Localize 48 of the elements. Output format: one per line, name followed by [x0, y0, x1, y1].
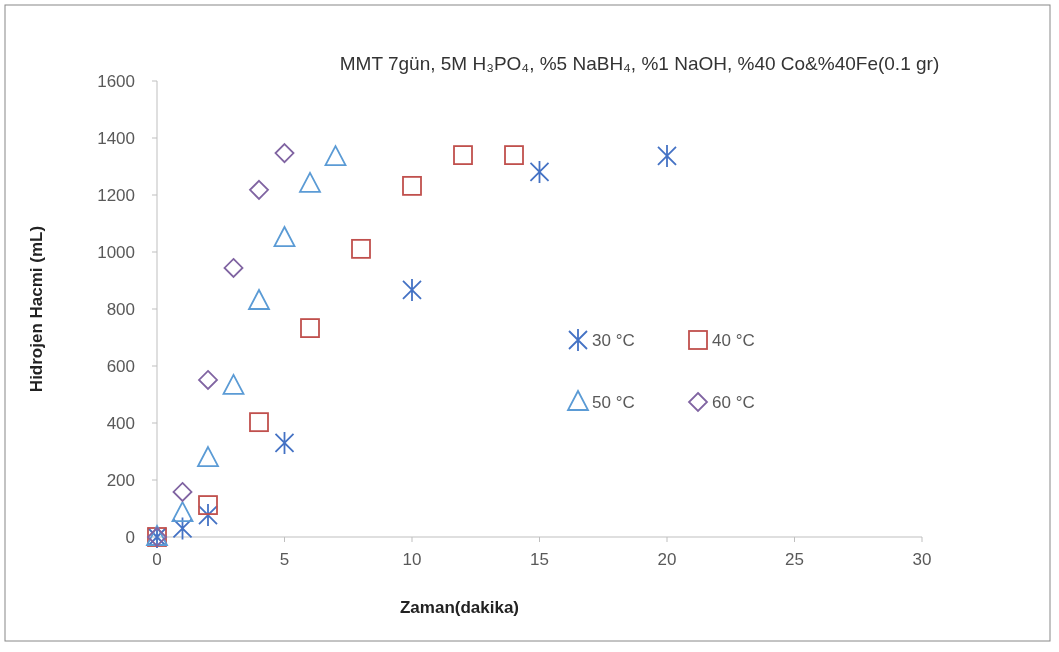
point — [324, 145, 347, 166]
point — [223, 258, 244, 278]
point — [402, 175, 422, 196]
y-tick-label: 400 — [106, 414, 135, 433]
x-tick-label: 30 — [912, 550, 932, 569]
point — [171, 501, 194, 522]
point — [198, 370, 218, 390]
y-axis-title: Hidrojen Hacmi (mL) — [27, 225, 46, 393]
point — [351, 238, 371, 259]
x-axis-title: Zaman(dakika) — [399, 598, 520, 617]
point — [172, 482, 193, 502]
point — [273, 226, 296, 247]
y-tick-label: 200 — [106, 471, 135, 490]
x-tick-label: 25 — [785, 550, 804, 569]
y-tick-label: 1200 — [97, 186, 135, 205]
chart-title: MMT 7gün, 5M H₃PO₄, %5 NaBH₄, %1 NaOH, %40 Co&%40Fe(0.1 gr) — [339, 53, 940, 74]
legend-label: 50 °C — [592, 393, 635, 412]
point — [274, 431, 295, 455]
point — [197, 446, 219, 467]
point — [198, 503, 218, 527]
point — [299, 171, 321, 193]
y-tick-label: 600 — [106, 357, 135, 376]
point — [248, 289, 270, 310]
legend-label: 30 °C — [592, 331, 635, 350]
point — [657, 144, 677, 168]
point — [300, 318, 320, 338]
point — [402, 278, 422, 302]
point — [529, 160, 550, 184]
y-tick-label: 800 — [106, 300, 135, 319]
x-tick-label: 0 — [152, 550, 162, 569]
y-tick-label: 1600 — [97, 72, 135, 91]
point — [504, 145, 524, 165]
x-tick-label: 5 — [279, 550, 290, 569]
x-tick-label: 20 — [657, 550, 677, 569]
point — [453, 145, 473, 165]
y-tick-label: 1400 — [97, 129, 135, 148]
y-tick-label: 0 — [125, 528, 135, 547]
y-tick-label: 1000 — [97, 243, 135, 262]
point — [249, 412, 269, 433]
point — [249, 179, 269, 200]
point — [222, 374, 245, 395]
legend-label: 40 °C — [712, 331, 755, 350]
point — [198, 495, 218, 515]
legend-label: 60 °C — [712, 393, 755, 412]
point — [172, 516, 193, 541]
x-tick-label: 10 — [402, 550, 422, 569]
x-tick-label: 15 — [530, 550, 549, 569]
point — [274, 143, 295, 163]
